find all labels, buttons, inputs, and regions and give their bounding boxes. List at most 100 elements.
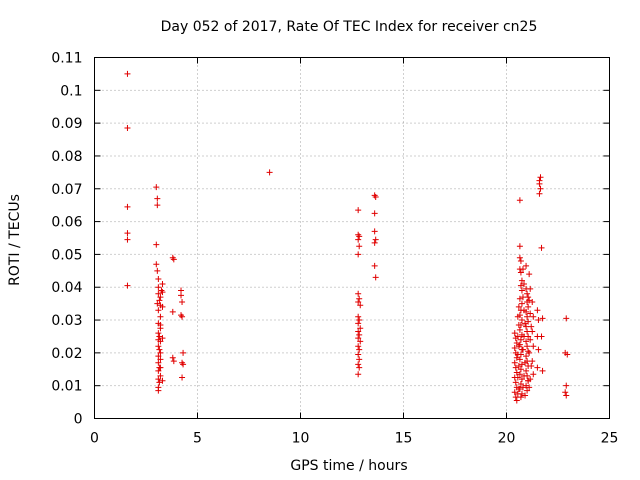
- data-point: [527, 336, 534, 343]
- x-axis-label: GPS time / hours: [290, 458, 407, 474]
- data-point: [516, 295, 523, 302]
- data-point: [153, 261, 160, 268]
- data-point: [539, 367, 546, 374]
- data-point: [517, 282, 524, 289]
- data-point: [355, 290, 362, 297]
- data-point: [355, 320, 362, 327]
- x-tick-label: 10: [292, 431, 310, 447]
- x-tick-label: 25: [601, 431, 619, 447]
- y-tick-label: 0.02: [51, 346, 82, 362]
- data-point: [538, 333, 545, 340]
- data-point: [562, 389, 569, 396]
- data-point: [156, 297, 163, 304]
- data-point: [124, 125, 131, 132]
- y-tick-label: 0.01: [51, 379, 82, 395]
- data-point: [518, 277, 525, 284]
- data-point: [516, 312, 523, 319]
- data-point: [521, 280, 528, 287]
- data-point: [155, 276, 162, 283]
- chart-title: Day 052 of 2017, Rate Of TEC Index for r…: [161, 19, 538, 35]
- data-point: [124, 203, 131, 210]
- data-point: [534, 307, 541, 314]
- plot-frame: [94, 57, 610, 419]
- data-point: [516, 385, 523, 392]
- data-point: [564, 351, 571, 358]
- data-point: [156, 333, 163, 340]
- data-point: [517, 381, 524, 388]
- y-tick-label: 0: [74, 412, 83, 428]
- data-point: [523, 353, 530, 360]
- data-point: [356, 233, 363, 240]
- data-point: [356, 356, 363, 363]
- data-point: [524, 290, 531, 297]
- data-point: [154, 267, 161, 274]
- data-point: [526, 384, 533, 391]
- data-point: [155, 307, 162, 314]
- data-point: [536, 190, 543, 197]
- data-point: [371, 228, 378, 235]
- data-point: [157, 338, 164, 345]
- data-point: [523, 367, 530, 374]
- data-point: [530, 371, 537, 378]
- data-point: [524, 387, 531, 394]
- data-point: [513, 354, 520, 361]
- data-point: [536, 180, 543, 187]
- data-point: [525, 318, 532, 325]
- data-point: [156, 346, 163, 353]
- data-point: [518, 300, 525, 307]
- data-point: [180, 361, 187, 368]
- data-point: [157, 321, 164, 328]
- data-point: [154, 300, 161, 307]
- data-point: [355, 236, 362, 243]
- data-point: [157, 364, 164, 371]
- data-point: [372, 274, 379, 281]
- data-point: [539, 315, 546, 322]
- data-point: [124, 236, 131, 243]
- data-point: [170, 358, 177, 365]
- data-point: [515, 362, 522, 369]
- data-point: [512, 364, 519, 371]
- data-point: [156, 379, 163, 386]
- data-point: [523, 308, 530, 315]
- data-point: [517, 336, 524, 343]
- data-point: [535, 346, 542, 353]
- data-point: [563, 392, 570, 399]
- data-point: [517, 257, 524, 264]
- data-point: [538, 244, 545, 251]
- data-point: [355, 361, 362, 368]
- data-point: [524, 328, 531, 335]
- data-point: [530, 313, 537, 320]
- data-point: [371, 210, 378, 217]
- data-point: [355, 371, 362, 378]
- data-point: [159, 289, 166, 296]
- data-point: [356, 364, 363, 371]
- data-point: [159, 377, 166, 384]
- data-point: [563, 382, 570, 389]
- data-point: [511, 359, 518, 366]
- data-point: [356, 346, 363, 353]
- data-point: [155, 343, 162, 350]
- data-point: [525, 294, 532, 301]
- data-point: [522, 320, 529, 327]
- data-point: [169, 308, 176, 315]
- data-point: [523, 323, 530, 330]
- data-point: [355, 298, 362, 305]
- data-point: [516, 254, 523, 261]
- data-point: [523, 262, 530, 269]
- data-point: [266, 169, 273, 176]
- data-point: [356, 243, 363, 250]
- y-tick-label: 0.1: [60, 83, 82, 99]
- data-point: [512, 394, 519, 401]
- data-point: [513, 340, 520, 347]
- data-point: [155, 359, 162, 366]
- tick-labels: 0 5 10 15 20 25 0 0.01 0.02 0.03 0.04 0.05 0.06 0.07 0…: [51, 51, 618, 447]
- data-point: [537, 185, 544, 192]
- data-point: [514, 333, 521, 340]
- data-point: [519, 266, 526, 273]
- data-point: [528, 323, 535, 330]
- data-point: [518, 390, 525, 397]
- data-point: [526, 349, 533, 356]
- data-point: [526, 297, 533, 304]
- data-point: [179, 374, 186, 381]
